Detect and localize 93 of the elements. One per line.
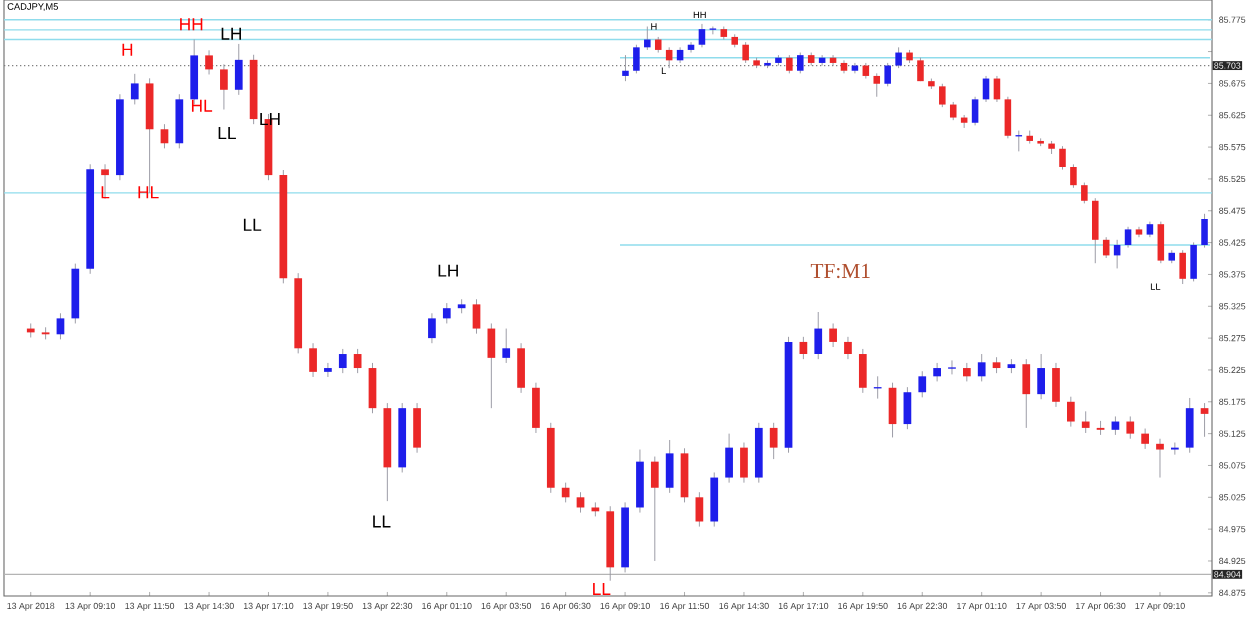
candlestick xyxy=(324,362,332,378)
candlestick xyxy=(1157,221,1165,264)
annotation: HH xyxy=(180,18,203,31)
annotation: LH xyxy=(438,264,458,277)
candlestick xyxy=(740,442,748,484)
candlestick xyxy=(797,52,804,74)
candlestick xyxy=(101,163,109,200)
candlestick xyxy=(858,348,867,394)
candlestick xyxy=(338,348,347,374)
candlestick xyxy=(918,370,927,398)
candlestick xyxy=(1052,362,1060,408)
candlestick xyxy=(650,456,659,562)
candlestick xyxy=(487,323,496,409)
candlestick xyxy=(884,62,891,87)
candlestick xyxy=(428,312,436,344)
candlestick xyxy=(1081,410,1090,434)
candlestick xyxy=(1190,241,1197,282)
candlestick xyxy=(309,342,317,378)
candlestick xyxy=(1200,402,1209,438)
annotation: H xyxy=(122,43,133,56)
annotation: LL xyxy=(218,127,236,140)
annotation: LL xyxy=(243,218,262,231)
candlestick xyxy=(160,123,169,149)
annotation: L xyxy=(101,186,110,199)
candlestick xyxy=(799,336,808,360)
candlestick xyxy=(977,353,986,382)
candlestick xyxy=(680,447,689,503)
candlestick xyxy=(895,46,902,69)
candlestick xyxy=(698,23,706,48)
candlestick xyxy=(939,83,946,108)
annotation: LL xyxy=(593,583,611,595)
candlestick xyxy=(1179,249,1186,285)
candlestick xyxy=(786,54,793,74)
annotation: TF:M1 xyxy=(810,263,870,279)
candlestick xyxy=(1037,353,1045,400)
candlestick xyxy=(1141,428,1149,450)
candlestick xyxy=(844,336,852,360)
candlestick xyxy=(1070,163,1077,189)
annotation: HL xyxy=(191,99,213,112)
candlestick xyxy=(814,311,823,360)
candlestick xyxy=(220,63,228,110)
candlestick xyxy=(933,362,941,382)
candlestick xyxy=(829,323,837,348)
candlestick xyxy=(561,482,570,503)
candlestick xyxy=(1170,442,1179,456)
candlestick xyxy=(708,26,717,35)
candlestick xyxy=(888,382,897,438)
candlestick xyxy=(1004,96,1012,139)
candlestick xyxy=(949,101,957,121)
candlestick xyxy=(130,73,139,105)
candlestick xyxy=(56,312,65,340)
candlestick xyxy=(353,348,362,374)
candlestick xyxy=(368,362,377,414)
candlestick xyxy=(769,422,778,460)
candlestick xyxy=(1022,358,1031,429)
candlestick xyxy=(725,433,733,484)
candlestick xyxy=(1092,197,1099,264)
candlestick xyxy=(873,72,881,98)
candlestick xyxy=(665,439,674,494)
candlestick xyxy=(903,386,912,430)
candlestick xyxy=(1185,397,1194,454)
candlestick xyxy=(413,402,421,454)
candlestick xyxy=(1201,213,1208,249)
candlestick xyxy=(1126,415,1135,440)
candlestick xyxy=(175,93,184,149)
candlestick xyxy=(1059,145,1066,171)
annotation: HL xyxy=(138,186,159,199)
candlestick xyxy=(1081,182,1088,204)
candlestick xyxy=(472,298,481,335)
annotation: LL xyxy=(373,515,391,528)
candlestick xyxy=(742,41,749,64)
candlestick xyxy=(1096,420,1105,436)
candlestick xyxy=(1124,226,1132,249)
annotation: LH xyxy=(260,113,280,126)
candlestick xyxy=(41,326,50,340)
candlestick xyxy=(517,342,525,394)
annotation: LH xyxy=(221,27,241,40)
candlestick xyxy=(633,44,640,74)
candlestick xyxy=(971,96,979,126)
candlestick xyxy=(947,359,957,375)
candlestick xyxy=(532,382,540,434)
candlestick xyxy=(636,449,644,514)
candlestick xyxy=(442,302,451,324)
candlestick xyxy=(205,49,213,75)
candlestick xyxy=(622,54,629,82)
candlestick xyxy=(234,43,243,96)
candlestick xyxy=(695,491,704,528)
candlestick xyxy=(710,472,719,528)
candlestick xyxy=(1156,438,1164,479)
candlestick xyxy=(1066,396,1075,428)
candlestick xyxy=(502,328,511,364)
candlestick xyxy=(644,26,651,51)
candlestick xyxy=(962,362,971,382)
